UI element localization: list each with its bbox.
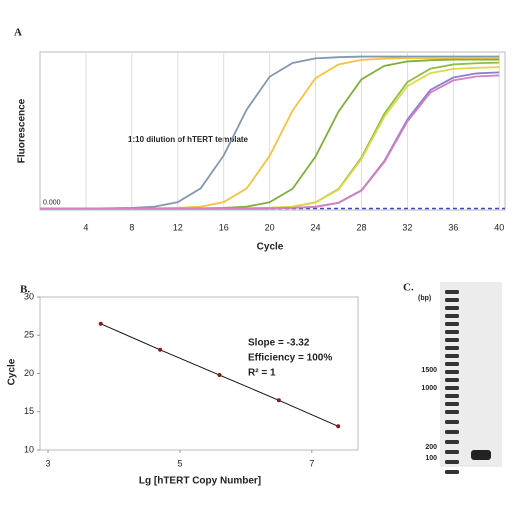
point (158, 347, 163, 352)
x-tick-label: 28 (356, 222, 366, 232)
ladder-band (445, 394, 459, 398)
x-tick-label: 12 (173, 222, 183, 232)
ladder-band (445, 420, 459, 424)
point (276, 398, 281, 403)
x-tick-label: 32 (402, 222, 412, 232)
panel-label: C. (403, 282, 414, 294)
ladder-band (445, 440, 459, 444)
annotation: 1:10 dilution of hTERT template (128, 135, 249, 144)
y-tick-label: 30 (24, 291, 34, 301)
point (98, 321, 103, 326)
annotation: R² = 1 (248, 368, 276, 379)
ladder-band (445, 298, 459, 302)
y-tick-label: 20 (24, 368, 34, 378)
x-tick-label: 4 (83, 222, 88, 232)
gel (440, 282, 502, 467)
ladder-band (445, 330, 459, 334)
ladder-band (445, 362, 459, 366)
ladder-band (445, 410, 459, 414)
plot-frame (39, 51, 506, 211)
ladder-band (445, 460, 459, 464)
threshold-label: 0.000 (43, 199, 61, 206)
ladder-band (445, 402, 459, 406)
x-tick-label: 7 (309, 458, 314, 468)
ladder-band (445, 378, 459, 382)
ladder-band (445, 370, 459, 374)
panel-label: B. (20, 284, 30, 296)
ladder-band (445, 346, 459, 350)
x-tick-label: 20 (265, 222, 275, 232)
marker-label: 1500 (421, 367, 437, 374)
sample-band (471, 450, 491, 460)
annotation: Slope = -3.32 (248, 338, 310, 349)
ladder-band (445, 314, 459, 318)
marker-label: 1000 (421, 385, 437, 392)
marker-label: 200 (425, 444, 437, 451)
ladder-band (445, 338, 459, 342)
x-tick-label: 16 (219, 222, 229, 232)
y-tick-label: 10 (24, 444, 34, 454)
x-axis-label: Lg [hTERT Copy Number] (139, 476, 261, 487)
marker-label: 100 (425, 455, 437, 462)
gel-unit: (bp) (418, 295, 431, 302)
plot-frame (39, 296, 359, 451)
panel-label: A (14, 27, 22, 39)
ladder-band (445, 470, 459, 474)
x-tick-label: 24 (311, 222, 321, 232)
x-tick-label: 5 (177, 458, 182, 468)
x-tick-label: 8 (129, 222, 134, 232)
x-axis-label: Cycle (257, 242, 284, 253)
y-axis-label: Fluorescence (17, 98, 28, 163)
ladder-band (445, 354, 459, 358)
ladder-band (445, 430, 459, 434)
annotation: Efficiency = 100% (248, 353, 332, 364)
point (217, 373, 222, 378)
y-tick-label: 25 (24, 330, 34, 340)
ladder (445, 290, 459, 474)
ladder-band (445, 386, 459, 390)
x-tick-label: 3 (45, 458, 50, 468)
x-tick-label: 36 (448, 222, 458, 232)
ladder-band (445, 322, 459, 326)
y-axis-label: Cycle (7, 358, 18, 385)
ladder-band (445, 450, 459, 454)
x-tick-label: 40 (494, 222, 504, 232)
point (336, 424, 341, 429)
y-tick-label: 15 (24, 406, 34, 416)
amplification-curve (40, 74, 500, 210)
ladder-band (445, 290, 459, 294)
ladder-band (445, 306, 459, 310)
